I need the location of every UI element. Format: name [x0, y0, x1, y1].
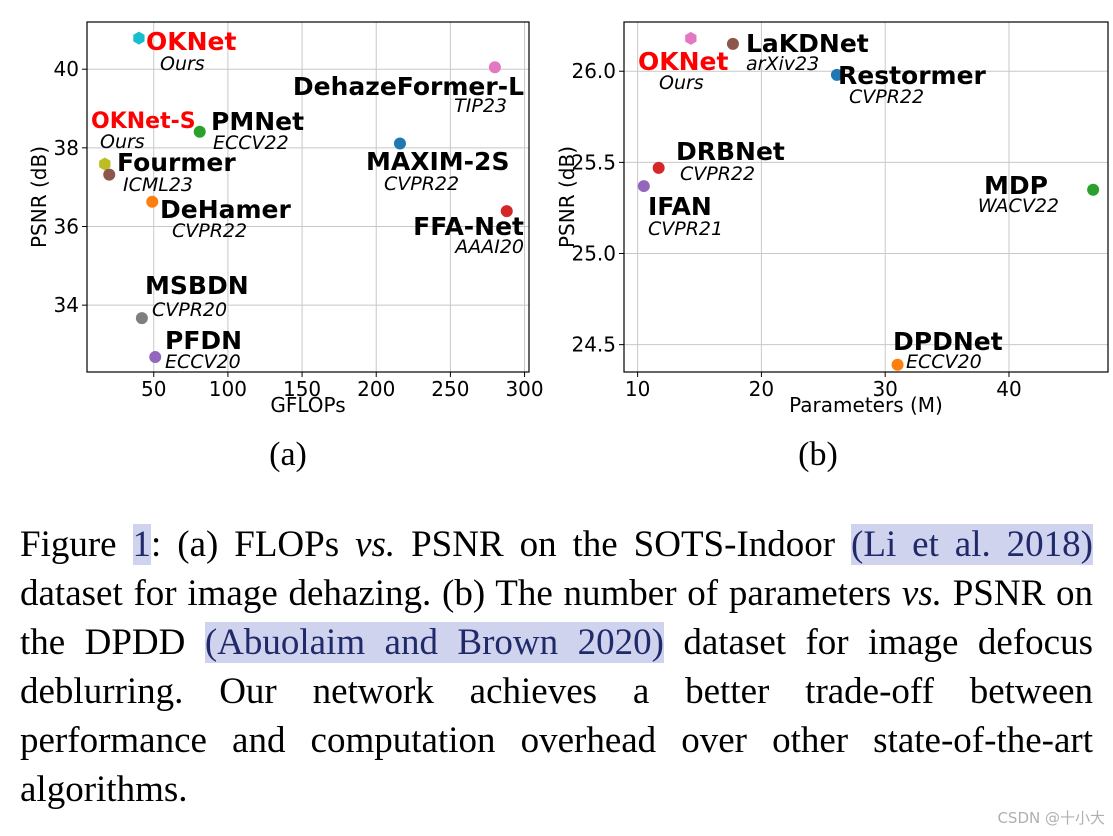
label-lakdnet: LaKDNet: [746, 29, 869, 58]
y-tick-label: 25.5: [571, 150, 616, 174]
venue-drbnet: CVPR22: [680, 163, 755, 185]
point-fourmer: [103, 168, 116, 181]
chart-b-params-vs-psnr: 10 20 30 40 24.5 25.0 25.5 26.0 Parameters (M) PS…: [556, 21, 1109, 417]
venue-ifan: CVPR21: [648, 218, 723, 240]
point-drbnet: [652, 161, 665, 174]
caption-text-3: dataset for image dehazing. (b) The numb…: [20, 573, 902, 614]
point-lakdnet: [726, 37, 739, 50]
x-tick-label: 100: [209, 377, 247, 401]
x-tick-label: 300: [505, 377, 543, 401]
point-maxim-2s: [393, 137, 406, 150]
y-tick-label: 36: [54, 214, 79, 238]
label-dpdnet: DPDNet: [893, 327, 1003, 356]
figure-caption: Figure 1: (a) FLOPs vs. PSNR on the SOTS…: [20, 520, 1093, 814]
venue-oknet: Ours: [659, 72, 704, 94]
label-oknet: OKNet: [146, 27, 237, 56]
venue-pfdn: ECCV20: [165, 351, 241, 373]
x-tick-label: 250: [431, 377, 469, 401]
label-ffa-net: FFA-Net: [413, 212, 524, 241]
plot-frame: [86, 21, 530, 373]
point-pfdn: [149, 351, 162, 364]
x-tick-label: 10: [625, 377, 650, 401]
venue-lakdnet: arXiv23: [746, 53, 819, 75]
subfigure-label-a: (a): [269, 436, 307, 473]
point-pmnet: [193, 125, 206, 138]
label-fourmer: Fourmer: [117, 148, 236, 177]
x-tick-label: 20: [749, 377, 774, 401]
caption-label: Figure: [20, 524, 133, 565]
point-dehazeformer-l: [488, 61, 501, 74]
x-tick-label: 40: [996, 377, 1021, 401]
y-axis-label: PSNR (dB): [556, 146, 579, 248]
caption-vs-2: vs.: [901, 573, 942, 614]
figure-number-link[interactable]: 1: [132, 524, 152, 565]
x-tick-label: 150: [283, 377, 321, 401]
venue-msbdn: CVPR20: [152, 299, 227, 321]
caption-text-2: PSNR on the SOTS-Indoor: [395, 524, 852, 565]
venue-ffa-net: AAAI20: [453, 236, 524, 258]
caption-vs-1: vs.: [355, 524, 396, 565]
point-ifan: [637, 180, 650, 193]
y-tick-label: 38: [54, 136, 79, 160]
label-pmnet: PMNet: [211, 107, 304, 136]
y-tick-label: 34: [54, 293, 79, 317]
x-axis-label: GFLOPs: [270, 393, 345, 417]
y-tick-label: 40: [54, 57, 79, 81]
caption-text-4: PSNR on the DPDD: [20, 573, 1094, 663]
label-dehazeformer-l: DehazeFormer-L: [293, 72, 524, 101]
venue-oknet: Ours: [160, 53, 205, 75]
label-dehamer: DeHamer: [160, 195, 292, 224]
y-axis-label: PSNR (dB): [27, 146, 51, 248]
caption-text-1: : (a) FLOPs: [151, 524, 356, 565]
point-dehamer: [146, 195, 159, 208]
label-oknet: OKNet: [638, 47, 729, 76]
point-ffa-net: [500, 205, 513, 218]
label-ifan: IFAN: [648, 192, 712, 221]
y-tick-label: 26.0: [571, 59, 616, 83]
label-pfdn: PFDN: [165, 326, 242, 355]
y-tick-label: 25.0: [571, 242, 616, 266]
label-oknet-s: OKNet-S: [91, 109, 196, 134]
chart-a-flops-vs-psnr: 50 100 150 200 250 300 34 36 38 40 GFLOPs PSNR (dB)…: [27, 21, 544, 417]
venue-mdp: WACV22: [978, 195, 1059, 217]
venue-pmnet: ECCV22: [213, 132, 289, 154]
point-restormer: [830, 68, 843, 81]
label-msbdn: MSBDN: [145, 271, 249, 300]
point-dpdnet: [891, 358, 904, 371]
label-drbnet: DRBNet: [676, 137, 785, 166]
caption-text-5: dataset for image defocus deblurring. Ou…: [20, 622, 1093, 810]
venue-dehazeformer-l: TIP23: [454, 95, 507, 117]
label-maxim-2s: MAXIM-2S: [366, 147, 509, 176]
x-tick-label: 30: [872, 377, 897, 401]
subfigure-label-b: (b): [798, 436, 838, 473]
point-oknet: [133, 31, 145, 45]
venue-fourmer: ICML23: [123, 174, 193, 196]
venue-oknet-s: Ours: [100, 131, 145, 153]
label-mdp: MDP: [984, 171, 1048, 200]
label-restormer: Restormer: [838, 61, 987, 90]
venue-dpdnet: ECCV20: [906, 351, 982, 373]
venue-dehamer: CVPR22: [172, 220, 247, 242]
x-tick-label: 50: [141, 377, 166, 401]
x-axis-label: Parameters (M): [789, 393, 943, 417]
point-msbdn: [135, 312, 148, 325]
venue-restormer: CVPR22: [849, 86, 924, 108]
venue-maxim-2s: CVPR22: [384, 173, 459, 195]
point-oknet-s: [99, 157, 111, 171]
citation-link-abuolaim[interactable]: (Abuolaim and Brown 2020): [204, 622, 664, 663]
point-mdp: [1087, 183, 1100, 196]
point-oknet: [685, 31, 697, 45]
x-tick-label: 200: [357, 377, 395, 401]
y-tick-label: 24.5: [571, 333, 616, 357]
citation-link-li[interactable]: (Li et al. 2018): [851, 524, 1093, 565]
plot-frame: [623, 21, 1109, 373]
watermark: CSDN @十小大: [997, 809, 1105, 827]
